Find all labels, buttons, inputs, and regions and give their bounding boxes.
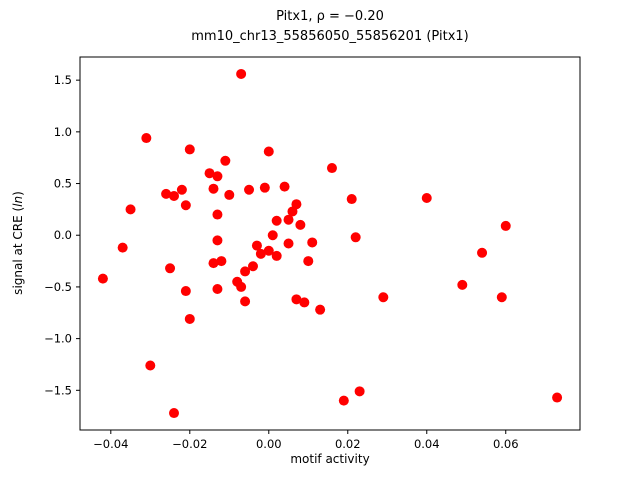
chart-title: Pitx1, ρ = −0.20 [276, 9, 384, 24]
data-point [236, 281, 247, 292]
data-point [271, 215, 282, 226]
data-point [457, 279, 468, 290]
data-point [212, 283, 223, 294]
data-point [255, 248, 266, 259]
y-tick-label: −1.5 [44, 383, 72, 397]
data-point [263, 245, 274, 256]
data-point [168, 190, 179, 201]
data-point [247, 261, 258, 272]
y-axis-label-prefix: signal at CRE ( [11, 207, 25, 295]
data-point [240, 266, 251, 277]
data-point [303, 256, 314, 267]
data-point [212, 209, 223, 220]
y-tick-label: −1.0 [44, 332, 72, 346]
data-point [224, 189, 235, 200]
x-tick-label: −0.02 [172, 437, 207, 451]
data-point [216, 256, 227, 267]
data-point [117, 242, 128, 253]
y-tick-label: 1.5 [54, 73, 72, 87]
data-point [259, 182, 270, 193]
data-point [271, 250, 282, 261]
data-point [204, 168, 215, 179]
data-point [240, 296, 251, 307]
data-point [244, 184, 255, 195]
data-point [168, 408, 179, 419]
data-point [180, 200, 191, 211]
data-point [354, 386, 365, 397]
data-point [299, 297, 310, 308]
x-tick-label: 0.02 [335, 437, 361, 451]
data-point [208, 183, 219, 194]
data-point [477, 247, 488, 258]
x-tick-label: 0.04 [414, 437, 440, 451]
data-point [236, 68, 247, 79]
data-point [125, 204, 136, 215]
data-point [267, 230, 278, 241]
data-point [283, 214, 294, 225]
data-point [212, 235, 223, 246]
data-point [180, 286, 191, 297]
y-tick-label: −0.5 [44, 280, 72, 294]
data-point [184, 144, 195, 155]
data-point [378, 292, 389, 303]
data-point [279, 181, 290, 192]
data-point [165, 263, 176, 274]
plot-content: −0.04 −0.02 0.00 0.02 0.04 0.06 −1.5 −1.0 −0.5 0.… [44, 68, 563, 451]
data-point [421, 193, 432, 204]
data-point [350, 232, 361, 243]
data-point [263, 146, 274, 157]
data-point [212, 171, 223, 182]
data-point [141, 133, 152, 144]
data-point [176, 184, 187, 195]
chart-subtitle: mm10_chr13_55856050_55856201 (Pitx1) [191, 29, 468, 44]
data-point [552, 392, 563, 403]
y-tick-label: 0.5 [54, 177, 72, 191]
x-tick-label: 0.06 [493, 437, 519, 451]
data-point [326, 163, 337, 174]
y-tick-label: 1.0 [54, 125, 72, 139]
data-point [184, 313, 195, 324]
y-axis-label-italic: ln [11, 196, 25, 207]
x-tick-label: 0.00 [256, 437, 282, 451]
data-point [291, 294, 302, 305]
data-point [346, 194, 357, 205]
data-point [161, 188, 172, 199]
data-point [283, 238, 294, 249]
data-point [220, 155, 231, 166]
x-axis-label: motif activity [290, 452, 369, 466]
x-tick-label: −0.04 [93, 437, 128, 451]
data-point [315, 304, 326, 315]
data-point [208, 258, 219, 269]
data-point [295, 219, 306, 230]
data-point [291, 199, 302, 210]
data-point [496, 292, 507, 303]
data-point [338, 395, 349, 406]
y-axis-label: signal at CRE (ln) [11, 191, 25, 295]
data-point [500, 220, 511, 231]
y-tick-label: 0.0 [54, 228, 72, 242]
y-axis-label-suffix: ) [11, 191, 25, 196]
data-point [251, 240, 262, 251]
plot-area-border [79, 56, 581, 431]
data-point [307, 237, 318, 248]
data-point [97, 273, 108, 284]
data-point [145, 360, 156, 371]
